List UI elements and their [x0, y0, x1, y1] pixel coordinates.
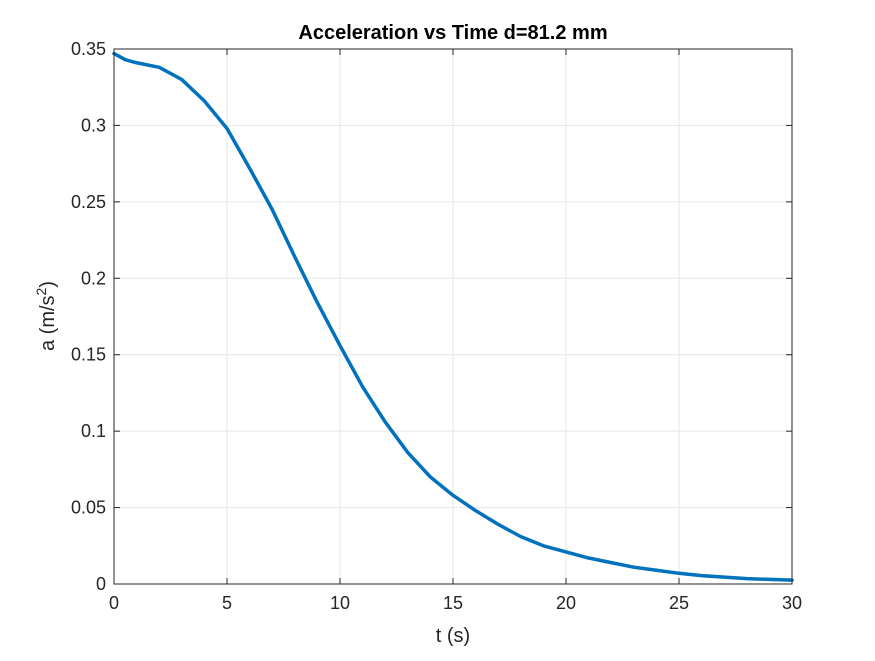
- y-tick-label: 0.05: [71, 498, 106, 518]
- y-tick-label: 0.35: [71, 39, 106, 59]
- x-axis-title: t (s): [436, 625, 470, 647]
- chart-title: Acceleration vs Time d=81.2 mm: [298, 22, 607, 44]
- x-tick-label: 30: [782, 593, 802, 613]
- y-axis-title: a (m/s2): [33, 281, 59, 351]
- y-tick-label: 0.2: [81, 268, 106, 288]
- y-axis-title-superscript: 2: [33, 287, 49, 295]
- x-tick-label: 0: [109, 593, 119, 613]
- x-tick-label: 5: [222, 593, 232, 613]
- y-tick-label: 0.15: [71, 345, 106, 365]
- y-tick-label: 0: [96, 574, 106, 594]
- series-line: [112, 51, 794, 582]
- y-ticks: 0 0.05 0.1 0.15 0.2 0.25 0.3 0.35: [71, 39, 792, 594]
- y-axis-title-close: ): [37, 281, 59, 288]
- y-tick-label: 0.1: [81, 421, 106, 441]
- series-layer: [112, 51, 794, 582]
- x-tick-label: 20: [556, 593, 576, 613]
- x-tick-label: 15: [443, 593, 463, 613]
- x-tick-label: 25: [669, 593, 689, 613]
- x-tick-label: 10: [330, 593, 350, 613]
- y-tick-label: 0.25: [71, 192, 106, 212]
- x-ticks: 0 5 10 15 20 25 30: [109, 49, 802, 613]
- y-tick-label: 0.3: [81, 115, 106, 135]
- y-axis-title-base: a (m/s: [37, 295, 59, 351]
